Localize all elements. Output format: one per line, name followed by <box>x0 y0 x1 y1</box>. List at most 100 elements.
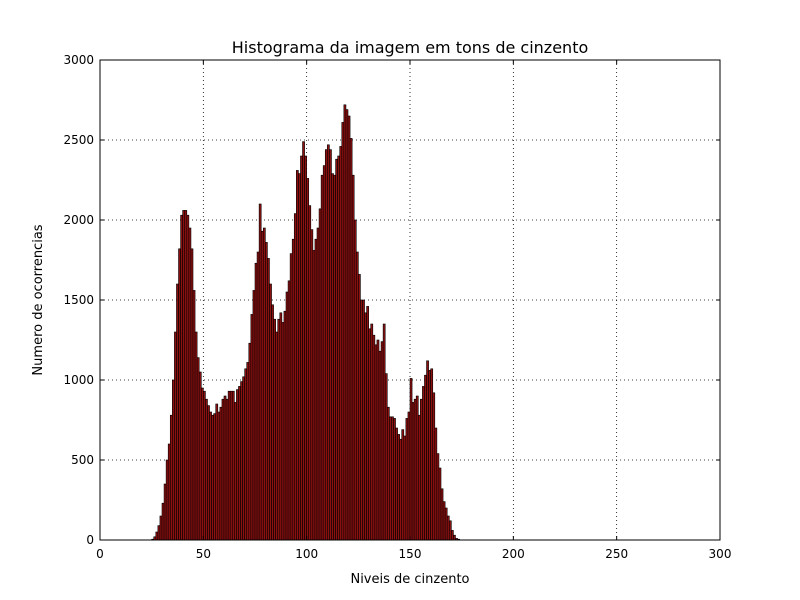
histogram-bar <box>178 248 181 541</box>
histogram-bar <box>223 395 227 541</box>
histogram-bar <box>327 144 330 541</box>
histogram-bar <box>376 339 380 541</box>
histogram-bar <box>289 253 293 541</box>
histogram-bar <box>260 230 264 541</box>
histogram-bar <box>362 299 365 541</box>
histogram-bar <box>372 334 376 541</box>
histogram-bar <box>221 398 225 541</box>
histogram-bar <box>238 386 241 541</box>
histogram-bar <box>444 507 448 541</box>
histogram-bar <box>380 341 384 541</box>
histogram-bar <box>409 378 413 541</box>
histogram-bar <box>227 390 231 541</box>
histogram-bar <box>420 398 423 541</box>
histogram-bar <box>163 483 167 541</box>
x-tick-label: 250 <box>605 547 628 561</box>
x-tick-label: 150 <box>399 547 422 561</box>
histogram-bar <box>329 149 332 541</box>
y-tick-label: 500 <box>71 453 94 467</box>
histogram-bar <box>355 251 359 541</box>
histogram-bar <box>159 515 163 541</box>
x-axis-title: Niveis de cinzento <box>350 572 469 587</box>
histogram-bar <box>436 453 440 541</box>
histogram-bar <box>345 109 349 541</box>
histogram-bar <box>205 398 208 541</box>
y-tick-label: 2500 <box>63 133 94 147</box>
histogram-bar <box>339 146 343 541</box>
histogram-bar <box>207 405 210 541</box>
y-tick-label: 1000 <box>63 373 94 387</box>
histogram-bar <box>318 208 322 541</box>
histogram-bar <box>364 312 367 541</box>
histogram-bar <box>353 219 357 541</box>
histogram-bar <box>188 227 192 541</box>
y-tick-label: 1500 <box>63 293 94 307</box>
histogram-bar <box>316 227 320 541</box>
histogram-bar <box>407 411 411 541</box>
chart-title: Histograma da imagem em tons de cinzento <box>232 38 589 57</box>
histogram-bar <box>417 414 421 541</box>
y-axis-title: Numero de ocorrencias <box>31 224 46 375</box>
histogram-bar <box>269 283 272 541</box>
histogram-bar <box>244 368 248 541</box>
histogram-bar <box>397 434 400 541</box>
histogram-bar <box>184 210 188 541</box>
histogram-bar <box>337 155 341 541</box>
histogram-bar <box>324 149 328 541</box>
histogram-bar <box>395 427 398 541</box>
histogram-bar <box>453 534 456 541</box>
histogram-bar <box>341 122 345 541</box>
histogram-bar <box>368 328 372 541</box>
histogram-bar <box>217 411 221 541</box>
histogram-bar <box>358 274 361 541</box>
histogram-bar <box>271 304 274 541</box>
histogram-bar <box>424 374 427 541</box>
histogram-bar <box>231 390 235 541</box>
histogram-bar <box>291 238 295 541</box>
histogram-bar <box>349 138 353 541</box>
histogram-bar <box>287 280 291 541</box>
histogram-bar <box>438 467 442 541</box>
x-tick-label: 0 <box>96 547 104 561</box>
histogram-bar <box>333 174 336 541</box>
ticks-layer <box>99 59 721 541</box>
histogram-bar <box>242 376 245 541</box>
histogram-bar <box>308 205 312 541</box>
histogram-bar <box>382 323 386 541</box>
histogram-bar <box>302 141 305 541</box>
histogram-bar <box>422 386 425 541</box>
histogram-bar <box>446 515 450 541</box>
histogram-bar <box>415 395 419 541</box>
histogram-bar <box>393 418 396 541</box>
histogram-bar <box>240 381 243 541</box>
histogram-bar <box>225 398 229 541</box>
histogram-bar <box>442 501 446 541</box>
histogram-bar <box>256 251 260 541</box>
histogram-bar <box>432 392 436 541</box>
x-tick-label: 50 <box>196 547 211 561</box>
histogram-bar <box>267 258 270 541</box>
histogram-bar <box>428 370 431 541</box>
histogram-bar <box>219 406 223 541</box>
x-tick-label: 200 <box>502 547 525 561</box>
histogram-bar <box>254 262 258 541</box>
histogram-bar <box>384 373 388 541</box>
histogram-bar <box>250 314 254 541</box>
y-tick-label: 0 <box>86 533 94 547</box>
histogram-bar <box>213 413 217 541</box>
histogram-bar <box>155 531 159 541</box>
histogram-bar <box>236 389 239 541</box>
histogram-bar <box>161 502 165 541</box>
histogram-bar <box>426 360 429 541</box>
histogram-bar <box>335 158 338 541</box>
x-tick-label: 300 <box>709 547 732 561</box>
x-tick-label: 100 <box>295 547 318 561</box>
histogram-bar <box>273 318 276 541</box>
histogram-bar <box>200 387 204 541</box>
histogram-bar <box>440 488 444 541</box>
histogram-bar <box>296 170 299 541</box>
histogram-bar <box>434 427 438 541</box>
histogram-bar <box>167 443 171 541</box>
